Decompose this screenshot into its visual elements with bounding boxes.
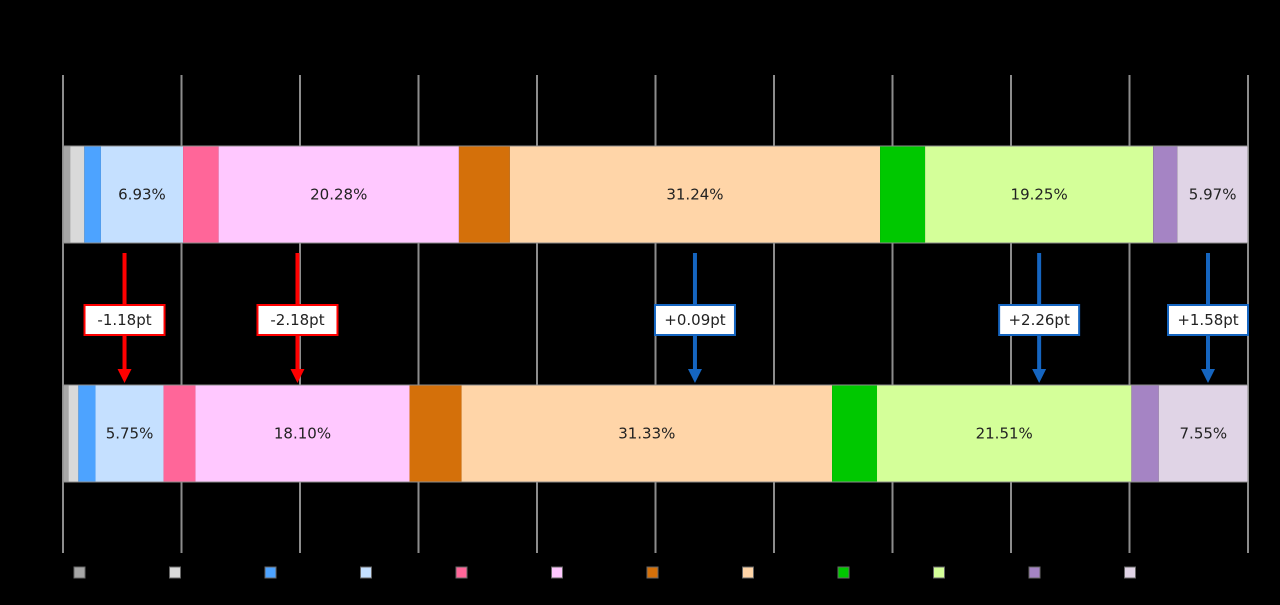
bar-segment — [95, 385, 164, 482]
change-label: +2.26pt — [1008, 311, 1069, 329]
data-label: 21.51% — [976, 425, 1033, 443]
data-label: 18.10% — [274, 425, 331, 443]
legend-swatch — [360, 566, 372, 579]
change-label: +1.58pt — [1177, 311, 1238, 329]
change-arrow-head — [1032, 369, 1047, 383]
legend-swatch — [933, 566, 945, 579]
bar-segment — [78, 385, 96, 482]
bar-segment — [880, 146, 926, 243]
data-label: 20.28% — [310, 186, 367, 204]
data-label: 7.55% — [1180, 425, 1228, 443]
legend-swatch — [264, 566, 277, 579]
legend-swatch — [73, 566, 86, 579]
bar-segment — [63, 385, 69, 482]
bar-segment — [461, 385, 833, 482]
legend-swatch — [1124, 566, 1136, 579]
change-label-box — [256, 304, 339, 336]
change-arrow-head — [687, 369, 702, 383]
data-label: 6.93% — [118, 186, 166, 204]
change-annotations: -1.18pt -2.18pt +0.09pt +2.26pt +1.58pt — [83, 253, 1249, 383]
bar-outline — [62, 145, 1249, 244]
legend-swatch — [646, 566, 659, 579]
bar-outline — [62, 384, 1249, 483]
bar-segment — [1131, 385, 1159, 482]
change-arrow-head — [1201, 369, 1215, 383]
change-label-box — [653, 304, 736, 336]
legend-swatch — [742, 566, 754, 579]
change-arrow-head — [117, 369, 132, 383]
data-label: 5.97% — [1189, 186, 1237, 204]
data-label: 19.25% — [1011, 186, 1068, 204]
data-label: 31.33% — [618, 425, 675, 443]
bar-segment — [1158, 385, 1248, 482]
change-label-box — [998, 304, 1081, 336]
change-label: +0.09pt — [664, 311, 725, 329]
change-arrow-head — [290, 369, 305, 383]
bar-segment — [68, 385, 79, 482]
legend — [73, 566, 1136, 579]
bar-segment — [832, 385, 878, 482]
data-label: 31.24% — [666, 186, 723, 204]
bar-segment — [1177, 146, 1248, 243]
bar-segment — [70, 146, 85, 243]
legend-swatch — [1028, 566, 1041, 579]
bar-segment — [163, 385, 196, 482]
data-label: 5.75% — [106, 425, 154, 443]
bar-segment — [877, 385, 1132, 482]
bar-segment — [183, 146, 219, 243]
bar-segment — [218, 146, 459, 243]
change-label-box — [1167, 304, 1249, 336]
bar-segment — [409, 385, 462, 482]
change-label: -2.18pt — [270, 311, 324, 329]
change-label-box — [83, 304, 166, 336]
legend-swatch — [837, 566, 850, 579]
legend-swatch — [455, 566, 468, 579]
bar-segment — [1153, 146, 1178, 243]
bar-segment — [100, 146, 184, 243]
bar-segment — [458, 146, 510, 243]
legend-swatch — [551, 566, 563, 579]
bar-segment — [509, 146, 881, 243]
data-labels: 6.93% 20.28% 31.24% 19.25% 5.97% 5.75% 18.10% 3… — [106, 186, 1237, 443]
change-label: -1.18pt — [97, 311, 151, 329]
bar-segment — [63, 146, 71, 243]
bar-segment — [84, 146, 101, 243]
bar-segment — [195, 385, 410, 482]
bar-segment — [925, 146, 1154, 243]
bar-segments — [62, 145, 1249, 483]
legend-swatch — [169, 566, 181, 579]
